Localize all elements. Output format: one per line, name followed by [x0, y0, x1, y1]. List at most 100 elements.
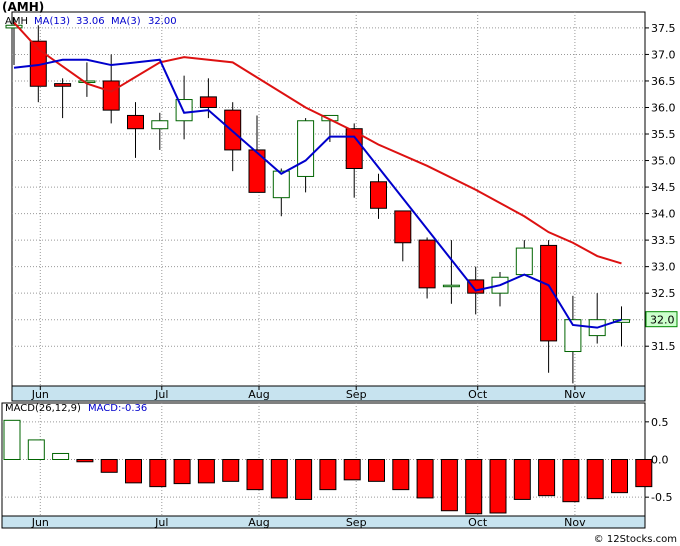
candle-body — [151, 120, 169, 130]
macd-bar — [440, 459, 458, 512]
macd-bar — [52, 452, 70, 460]
candle — [394, 210, 412, 262]
macd-x-tick-label: Oct — [468, 516, 488, 529]
macd-legend-value: MACD:-0.36 — [88, 403, 148, 414]
price-x-axis-band — [11, 385, 646, 402]
legend-ma13-label: MA(13) — [34, 16, 70, 27]
candle — [54, 78, 72, 119]
macd-x-tick-label: Jul — [154, 516, 168, 529]
last-price-tag — [645, 311, 678, 328]
candle — [418, 237, 436, 299]
candle-body — [418, 239, 436, 289]
price-plot-area — [11, 11, 646, 387]
macd-x-tick-label: Sep — [346, 516, 367, 529]
candle — [515, 240, 533, 276]
macd-bar — [100, 459, 118, 473]
candle-body — [515, 247, 533, 276]
candle — [442, 240, 460, 304]
watermark: © 12Stocks.com — [593, 534, 677, 545]
price-y-tick-label: 34.0 — [651, 208, 676, 221]
macd-bar — [465, 459, 483, 515]
candle-body — [102, 80, 120, 111]
price-x-tick-label: Nov — [564, 388, 586, 401]
candle-body — [370, 181, 387, 209]
macd-bar — [222, 459, 240, 482]
candle-body — [199, 96, 217, 108]
macd-bar — [392, 459, 410, 491]
legend-ma13-value: 33.06 — [76, 16, 105, 27]
candle-body — [540, 244, 558, 342]
macd-bar — [3, 419, 21, 460]
candle — [127, 102, 144, 158]
price-y-tick-label: 37.0 — [651, 48, 676, 61]
macd-bar — [270, 459, 288, 499]
macd-bar — [489, 459, 507, 514]
legend-ma3-value: 32.00 — [148, 16, 177, 27]
macd-bar — [76, 459, 94, 463]
macd-bar — [27, 439, 45, 460]
macd-bar — [635, 459, 653, 488]
chart-title: (AMH) — [2, 0, 45, 14]
candle-body — [127, 114, 144, 130]
macd-bar — [295, 459, 313, 500]
candle — [540, 240, 558, 373]
macd-bar — [611, 459, 628, 494]
macd-y-tick-label: -0.5 — [651, 491, 672, 504]
candle-body — [54, 83, 72, 87]
candle-body — [248, 149, 266, 193]
candle — [272, 168, 290, 217]
candle-body — [272, 170, 290, 199]
price-y-tick-label: 35.5 — [651, 128, 676, 141]
price-x-tick-label: Aug — [248, 388, 269, 401]
candle-body — [5, 24, 23, 29]
candle-body — [78, 80, 96, 83]
macd-bar — [562, 459, 580, 503]
macd-bar — [149, 459, 167, 488]
macd-bar — [538, 459, 556, 497]
candle — [151, 112, 169, 150]
macd-x-tick-label: Jun — [31, 516, 49, 529]
last-price-tag-text: 32.0 — [650, 314, 675, 327]
macd-y-tick-label: 0.0 — [651, 454, 669, 467]
price-y-tick-label: 32.5 — [651, 287, 676, 300]
legend-ma3-label: MA(3) — [111, 16, 141, 27]
price-x-tick-label: Oct — [468, 388, 488, 401]
price-x-tick-label: Sep — [346, 388, 367, 401]
macd-bar — [368, 459, 385, 482]
macd-bar — [513, 459, 531, 500]
macd-panel: 0.5 0.0 -0.5 Jun Jul Aug Sep Oct Nov — [1, 402, 672, 529]
macd-bar — [197, 459, 215, 484]
macd-x-axis-band — [1, 515, 646, 529]
candle-body — [394, 210, 412, 244]
macd-bar — [319, 459, 337, 491]
candle — [5, 17, 23, 66]
price-x-tick-label: Jul — [154, 388, 168, 401]
price-y-tick-label: 33.0 — [651, 261, 676, 274]
macd-legend-label: MACD(26,12,9) — [5, 403, 81, 414]
candle-body — [321, 114, 339, 122]
macd-bar — [343, 459, 361, 481]
macd-bar — [173, 459, 191, 485]
macd-bar — [246, 459, 264, 491]
candle-body — [297, 120, 315, 177]
price-y-tick-label: 37.5 — [651, 22, 676, 35]
ma3-line — [13, 58, 622, 329]
candle-body — [564, 319, 582, 353]
candle-body — [442, 284, 460, 288]
candle — [564, 295, 582, 384]
macd-x-tick-label: Nov — [564, 516, 586, 529]
price-y-tick-label: 36.0 — [651, 101, 676, 114]
macd-y-tick-label: 0.5 — [651, 416, 669, 429]
candle — [370, 173, 387, 219]
price-y-tick-label: 31.5 — [651, 340, 676, 353]
price-x-tick-label: Jun — [31, 388, 49, 401]
price-panel: 31.5 32.0 32.5 33.0 33.5 34.0 34.5 35.0 35.5 36.0… — [5, 11, 678, 402]
legend-ticker: AMH — [5, 16, 28, 27]
price-y-tick-label: 35.0 — [651, 155, 676, 168]
candle — [345, 123, 363, 198]
candle-body — [345, 128, 363, 169]
macd-bar — [416, 459, 434, 499]
price-y-tick-label: 36.5 — [651, 75, 676, 88]
price-y-tick-label: 33.5 — [651, 234, 676, 247]
